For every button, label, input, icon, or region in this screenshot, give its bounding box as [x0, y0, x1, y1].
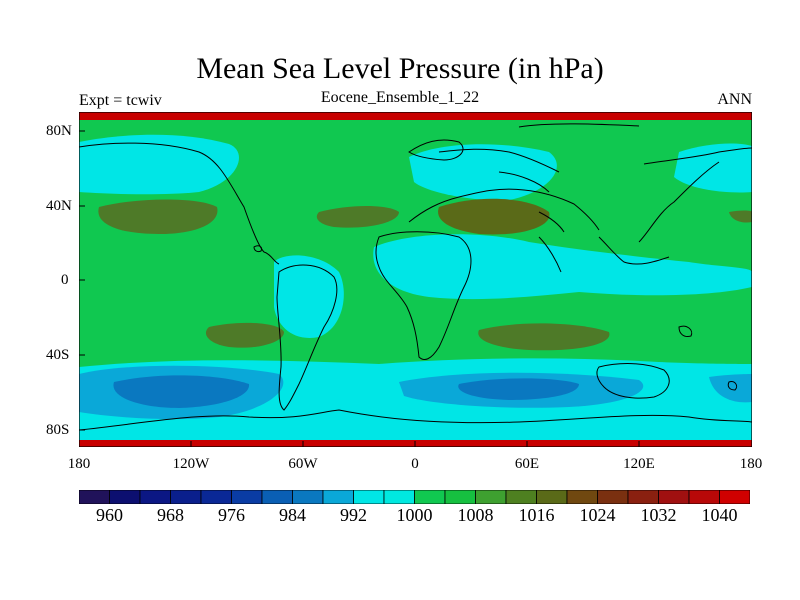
north-atlantic-low-2 [674, 143, 752, 193]
colorbar-box [139, 490, 171, 504]
tropical-low-america [274, 255, 344, 338]
south-pacific-deep-low [113, 375, 250, 408]
lon-label-180w: 180 [67, 456, 91, 472]
colorbar-label: 984 [279, 505, 306, 525]
colorbar-box [597, 490, 629, 504]
experiment-label: Expt = tcwiv [79, 92, 162, 109]
colorbar-box [475, 490, 507, 504]
south-indian-deep-low [458, 378, 579, 400]
plot-title: Mean Sea Level Pressure (in hPa) [196, 52, 604, 85]
colorbar-box [383, 490, 415, 504]
colorbar-label: 1008 [457, 505, 494, 525]
south-indian-high [478, 323, 610, 351]
north-pacific-high [98, 199, 218, 234]
lon-label-60w: 60W [288, 456, 318, 472]
ensemble-label: Eocene_Ensemble_1_22 [320, 89, 480, 106]
north-atlantic-high [316, 206, 399, 228]
colorbar-box [688, 490, 720, 504]
colorbar-box [505, 490, 537, 504]
colorbar-box [231, 490, 263, 504]
lon-label-60e: 60E [514, 456, 540, 472]
lon-label-120w: 120W [172, 456, 210, 472]
colorbar-label: 968 [157, 505, 184, 525]
lat-label-0: 0 [61, 272, 69, 288]
colorbar-label: 1024 [579, 505, 616, 525]
colorbar-box [79, 490, 110, 504]
south-pacific-high [205, 322, 284, 348]
lon-label-120e: 120E [623, 456, 655, 472]
colorbar-label: 976 [218, 505, 245, 525]
colorbar-box [261, 490, 293, 504]
colorbar-box [566, 490, 598, 504]
map-ticks [79, 130, 640, 447]
colorbar-box [200, 490, 232, 504]
eurasia-high [438, 198, 550, 235]
colorbar-label: 1040 [701, 505, 738, 525]
colorbar-box [353, 490, 385, 504]
lon-label-180e: 180 [739, 456, 763, 472]
north-pole-high [79, 112, 752, 120]
lat-label-40s: 40S [46, 347, 70, 363]
colorbar [79, 490, 750, 504]
north-atlantic-low [409, 144, 557, 201]
colorbar-box [109, 490, 141, 504]
season-label: ANN [717, 91, 752, 108]
colorbar-box [444, 490, 476, 504]
colorbar-box [292, 490, 324, 504]
lat-label-40n: 40N [46, 198, 72, 214]
south-east-pacific-low [709, 374, 752, 403]
colorbar-box [658, 490, 690, 504]
colorbar-label: 1032 [640, 505, 677, 525]
east-pacific-high [729, 210, 752, 223]
coastlines [79, 123, 752, 431]
pressure-map [79, 112, 752, 447]
lat-label-80s: 80S [46, 422, 70, 438]
colorbar-label: 992 [340, 505, 367, 525]
colorbar-label: 960 [96, 505, 123, 525]
colorbar-box [170, 490, 202, 504]
colorbar-box [719, 490, 750, 504]
tropical-low-africa-asia [373, 234, 752, 300]
colorbar-label: 1000 [396, 505, 433, 525]
colorbar-box [536, 490, 568, 504]
lon-label-0: 0 [411, 456, 419, 472]
colorbar-box [322, 490, 354, 504]
colorbar-label: 1016 [518, 505, 555, 525]
colorbar-box [414, 490, 446, 504]
colorbar-box [627, 490, 659, 504]
lat-label-80n: 80N [46, 123, 72, 139]
north-pacific-low [79, 134, 239, 195]
